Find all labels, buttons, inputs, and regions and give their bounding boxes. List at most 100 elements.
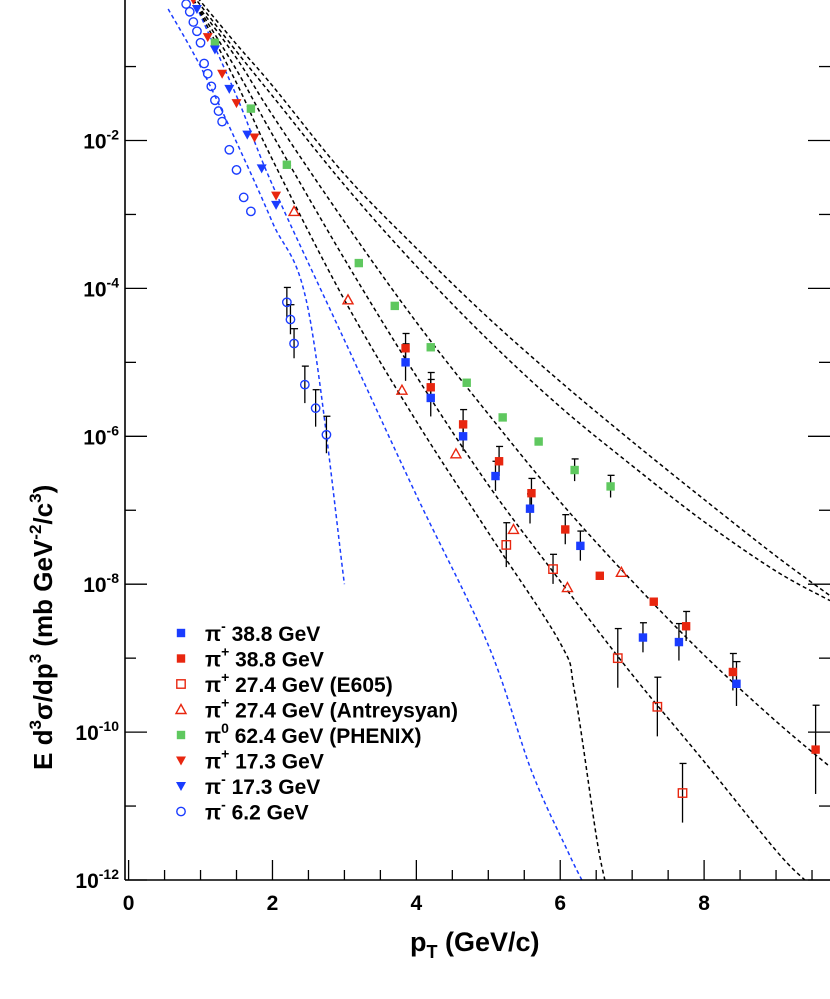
legend-symbol: π bbox=[205, 776, 221, 799]
point-pip388-8 bbox=[681, 622, 691, 631]
point-pim62-3 bbox=[188, 17, 199, 27]
point-pi0624-5 bbox=[426, 343, 435, 352]
axes bbox=[124, 0, 830, 881]
point-pi0624-1 bbox=[246, 104, 256, 113]
point-pim62-14 bbox=[238, 192, 249, 203]
point-pip173-4 bbox=[249, 133, 260, 143]
point-pim62-9 bbox=[210, 95, 220, 106]
point-pim62-5 bbox=[195, 37, 206, 48]
point-pip274e-4 bbox=[677, 788, 688, 798]
point-pim388-3 bbox=[491, 471, 500, 481]
point-pim173-1 bbox=[209, 45, 220, 55]
legend-text: 17.3 GeV bbox=[229, 751, 324, 774]
fit-curve-1 bbox=[192, 0, 583, 880]
legend-label-pip274a: π+ 27.4 GeV (Antreysyan) bbox=[205, 695, 458, 723]
point-pip274a-6 bbox=[615, 565, 628, 577]
point-pim173-0 bbox=[191, 5, 202, 15]
point-pi0624-8 bbox=[534, 437, 543, 446]
point-pip388-1 bbox=[426, 383, 435, 392]
point-pip173-3 bbox=[231, 99, 242, 109]
point-pim62-11 bbox=[217, 116, 228, 127]
point-pim388-1 bbox=[426, 393, 435, 403]
legend-superscript: + bbox=[221, 669, 229, 685]
point-pip173-1 bbox=[202, 33, 213, 43]
legend-text: 38.8 GeV bbox=[229, 649, 324, 672]
x-tick-label-4: 4 bbox=[411, 892, 423, 915]
legend-marker-pim173 bbox=[176, 782, 186, 791]
point-pip274a-4 bbox=[507, 523, 520, 535]
point-pim388-7 bbox=[674, 637, 684, 647]
fit-curve-0 bbox=[167, 8, 346, 585]
point-pip388-5 bbox=[561, 525, 570, 534]
y-tick-label--12: 10-12 bbox=[75, 866, 119, 893]
fit-curve-6 bbox=[198, 0, 830, 597]
legend-symbol: π bbox=[205, 649, 221, 672]
legend-marker-pip388 bbox=[176, 654, 186, 663]
point-pip274e-1 bbox=[548, 564, 558, 575]
point-pip274a-2 bbox=[395, 383, 409, 395]
point-pim173-4 bbox=[256, 164, 267, 174]
legend-label-pi0624: π0 62.4 GeV (PHENIX) bbox=[205, 720, 421, 748]
point-pim62-18 bbox=[289, 338, 299, 349]
data-points bbox=[181, 0, 820, 798]
point-pi0624-4 bbox=[390, 301, 399, 311]
point-pip274a-5 bbox=[561, 581, 574, 593]
point-pi0624-0 bbox=[210, 38, 220, 47]
legend-superscript: - bbox=[221, 771, 226, 787]
point-pip274a-0 bbox=[287, 204, 301, 217]
point-pim388-2 bbox=[458, 432, 468, 441]
point-pi0624-3 bbox=[354, 258, 364, 268]
point-pim62-16 bbox=[281, 297, 292, 308]
point-pip388-9 bbox=[728, 667, 738, 677]
legend-label-pim388: π- 38.8 GeV bbox=[205, 618, 320, 646]
legend-superscript: 0 bbox=[221, 720, 229, 736]
point-pim62-10 bbox=[213, 106, 224, 116]
point-pip388-10 bbox=[811, 745, 820, 754]
point-pip173-2 bbox=[217, 69, 228, 79]
legend-text: 27.4 GeV (Antreysyan) bbox=[229, 700, 458, 723]
point-pip274e-2 bbox=[612, 653, 623, 664]
point-pim62-4 bbox=[192, 26, 202, 37]
y-tick-base: 10 bbox=[83, 426, 106, 449]
y-tick-exponent: -6 bbox=[107, 422, 120, 438]
y-tick-exponent: -2 bbox=[107, 127, 120, 143]
legend-text: 17.3 GeV bbox=[226, 776, 321, 799]
legend-symbol: π bbox=[205, 623, 221, 646]
legend-symbol: π bbox=[205, 674, 221, 697]
x-tick-label-0: 0 bbox=[123, 892, 135, 915]
legend-symbol: π bbox=[205, 700, 221, 723]
fit-curve-2 bbox=[192, 0, 606, 880]
point-pim62-1 bbox=[181, 0, 192, 9]
point-pim388-5 bbox=[576, 541, 585, 551]
point-pim388-0 bbox=[401, 358, 410, 367]
legend-superscript: + bbox=[221, 695, 229, 711]
point-pi0624-10 bbox=[606, 482, 615, 491]
point-pim62-15 bbox=[245, 206, 256, 217]
point-pim388-4 bbox=[525, 504, 535, 513]
point-pi0624-6 bbox=[462, 378, 471, 387]
legend-marker-pip274e bbox=[176, 679, 186, 689]
point-pim173-5 bbox=[271, 200, 282, 210]
y-tick-label--4: 10-4 bbox=[83, 274, 119, 301]
legend-superscript: + bbox=[221, 644, 229, 660]
point-pim62-19 bbox=[299, 379, 310, 390]
y-tick-base: 10 bbox=[75, 722, 98, 745]
point-pip173-5 bbox=[271, 191, 282, 201]
point-pim62-2 bbox=[184, 6, 195, 17]
y-tick-base: 10 bbox=[83, 574, 106, 597]
point-pim62-7 bbox=[202, 68, 213, 79]
y-tick-exponent: -10 bbox=[99, 718, 119, 734]
y-tick-exponent: -8 bbox=[107, 570, 120, 586]
x-axis-label: pT (GeV/c) bbox=[410, 927, 540, 962]
point-pi0624-2 bbox=[282, 160, 292, 169]
legend-marker-pip173 bbox=[176, 756, 186, 766]
point-pim388-6 bbox=[638, 633, 648, 642]
point-pip388-2 bbox=[458, 420, 468, 429]
y-tick-exponent: -4 bbox=[107, 274, 120, 290]
legend-text: 62.4 GeV (PHENIX) bbox=[229, 725, 422, 748]
point-pip388-4 bbox=[527, 489, 536, 498]
point-pip274e-0 bbox=[501, 539, 512, 550]
